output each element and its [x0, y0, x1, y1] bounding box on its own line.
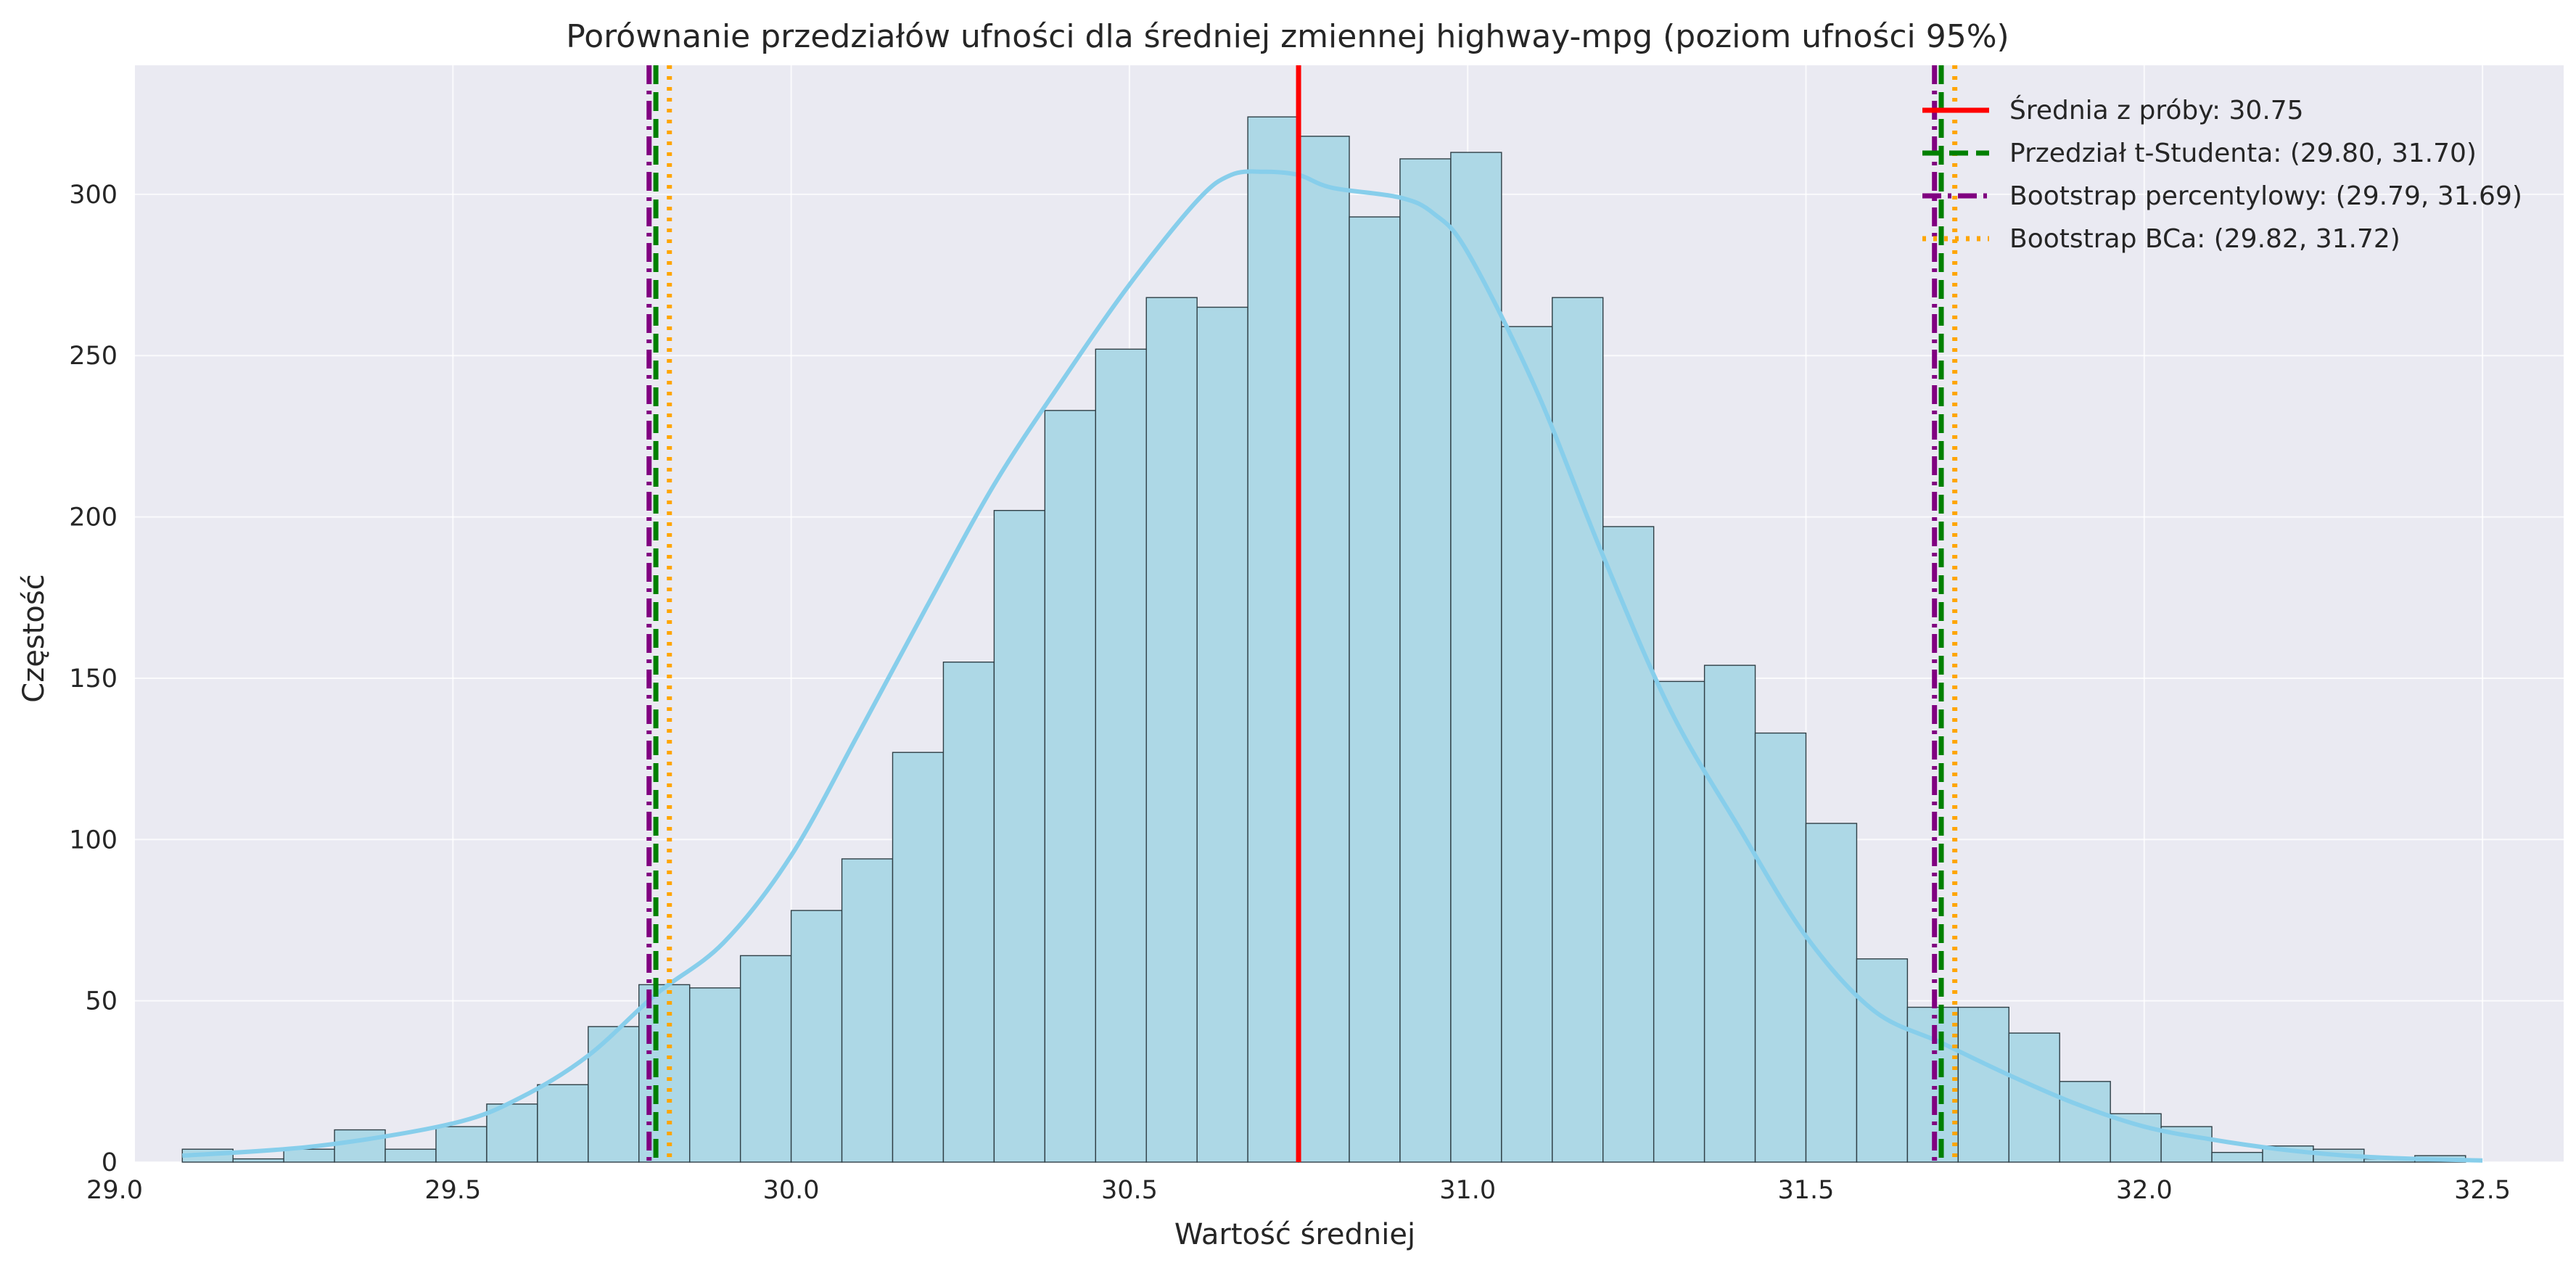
- y-tick-label: 300: [69, 181, 118, 210]
- x-tick-label: 32.0: [2116, 1176, 2173, 1205]
- y-tick-label: 50: [85, 987, 118, 1016]
- histogram-bar: [1349, 216, 1401, 1163]
- histogram-bar: [841, 858, 894, 1163]
- histogram-bar: [1044, 410, 1096, 1163]
- histogram-bar: [1298, 136, 1350, 1163]
- histogram-bar: [537, 1084, 589, 1163]
- x-tick-label: 29.0: [86, 1176, 143, 1205]
- histogram-bar: [435, 1126, 487, 1163]
- histogram-bar: [1399, 158, 1452, 1163]
- histogram-bar: [2059, 1081, 2111, 1163]
- histogram-bar: [384, 1148, 437, 1163]
- y-tick-label: 200: [69, 503, 118, 532]
- legend-label: Bootstrap percentylowy: (29.79, 31.69): [2009, 181, 2522, 211]
- histogram-bar: [2211, 1151, 2263, 1163]
- legend-label: Średnia z próby: 30.75: [2009, 95, 2304, 125]
- y-axis-label: Częstość: [17, 574, 51, 702]
- histogram-bar: [2008, 1032, 2060, 1163]
- histogram-bar: [689, 987, 741, 1163]
- histogram-bar: [739, 955, 792, 1163]
- y-tick-label: 250: [69, 342, 118, 371]
- y-tick-label: 100: [69, 826, 118, 855]
- histogram-bar: [993, 509, 1046, 1163]
- x-tick-label: 31.5: [1778, 1176, 1835, 1205]
- histogram-bar: [1653, 680, 1705, 1163]
- x-tick-label: 30.0: [763, 1176, 820, 1205]
- kde-curve: [182, 169, 2483, 1163]
- x-axis-label: Wartość średniej: [1174, 1218, 1415, 1251]
- histogram-bar: [1095, 348, 1147, 1163]
- histogram-bar: [1703, 664, 1756, 1163]
- histogram-bar: [1856, 958, 1909, 1163]
- histogram-bar: [1145, 297, 1198, 1163]
- histogram-bar: [1247, 116, 1299, 1163]
- histogram-bar: [1450, 152, 1502, 1163]
- histogram-bar: [1602, 526, 1655, 1163]
- y-tick-label: 0: [102, 1148, 118, 1177]
- histogram-bar: [334, 1129, 386, 1163]
- y-tick-label: 150: [69, 664, 118, 693]
- histogram-bar: [283, 1148, 335, 1163]
- legend-label: Bootstrap BCa: (29.82, 31.72): [2009, 224, 2400, 254]
- histogram-bar: [1805, 823, 1858, 1163]
- histogram-bar: [892, 752, 945, 1163]
- x-tick-label: 29.5: [424, 1176, 481, 1205]
- histogram-bar: [1754, 732, 1807, 1163]
- histogram-bar: [942, 662, 995, 1163]
- histogram-bar: [1501, 326, 1553, 1163]
- x-tick-label: 32.5: [2454, 1176, 2511, 1205]
- histogram-bar: [1552, 297, 1604, 1163]
- histogram-bar: [486, 1103, 538, 1163]
- histogram-bar: [232, 1158, 284, 1163]
- chart-title: Porównanie przedziałów ufności dla średn…: [566, 18, 2009, 55]
- x-tick-label: 30.5: [1101, 1176, 1158, 1205]
- histogram-bar: [1957, 1006, 2009, 1163]
- histogram-bar: [1196, 306, 1248, 1163]
- x-tick-label: 31.0: [1439, 1176, 1496, 1205]
- legend: Średnia z próby: 30.75 Przedział t-Studen…: [1922, 95, 2522, 254]
- histogram-bar: [790, 910, 843, 1163]
- legend-label: Przedział t-Studenta: (29.80, 31.70): [2009, 139, 2477, 168]
- histogram-bar: [2110, 1113, 2162, 1163]
